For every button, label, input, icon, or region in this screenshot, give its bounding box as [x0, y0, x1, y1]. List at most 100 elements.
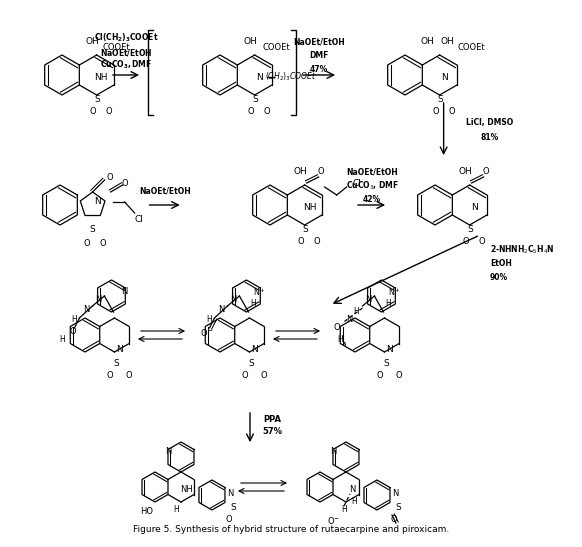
Text: N: N — [83, 306, 90, 315]
Text: Cl: Cl — [352, 178, 361, 188]
Text: H: H — [250, 300, 256, 309]
Text: 47%: 47% — [310, 66, 328, 74]
Text: N: N — [365, 295, 372, 305]
Text: N: N — [256, 73, 263, 82]
Text: O: O — [241, 371, 248, 381]
Text: S: S — [113, 359, 119, 369]
Text: N: N — [349, 485, 355, 493]
Text: PPA: PPA — [263, 416, 281, 424]
Text: NH: NH — [94, 73, 108, 82]
Text: O$^-$: O$^-$ — [200, 327, 215, 337]
Text: N: N — [251, 346, 258, 354]
Text: O: O — [317, 166, 324, 176]
Text: O: O — [89, 108, 96, 117]
Text: O: O — [376, 371, 383, 381]
Text: N: N — [121, 288, 127, 296]
Text: O: O — [297, 237, 304, 247]
Text: 2-NHNH$_2$C$_5$H$_4$N: 2-NHNH$_2$C$_5$H$_4$N — [490, 244, 555, 256]
Text: S: S — [303, 225, 308, 235]
Text: N: N — [165, 447, 171, 457]
Text: COOEt: COOEt — [263, 43, 290, 51]
Text: $\bf{NaOEt/EtOH}$: $\bf{NaOEt/EtOH}$ — [100, 46, 152, 57]
Text: O: O — [69, 328, 76, 336]
Text: Cl: Cl — [134, 214, 143, 224]
Text: N$^+$: N$^+$ — [253, 286, 265, 298]
Text: OH: OH — [421, 37, 435, 45]
Text: NaOEt/EtOH: NaOEt/EtOH — [293, 38, 345, 46]
Text: N: N — [392, 488, 398, 498]
Text: OH: OH — [441, 37, 455, 45]
Text: O: O — [106, 371, 113, 381]
Text: O: O — [432, 108, 439, 117]
Text: O: O — [247, 108, 254, 117]
Text: O: O — [313, 237, 320, 247]
Text: O: O — [263, 108, 270, 117]
Text: OH: OH — [86, 37, 100, 45]
Text: O: O — [333, 323, 340, 333]
Text: S: S — [95, 96, 101, 104]
Text: OH: OH — [244, 37, 257, 45]
Text: N: N — [94, 197, 101, 207]
Text: N: N — [227, 488, 233, 498]
Text: N: N — [386, 346, 393, 354]
Text: O: O — [100, 238, 106, 247]
Text: NH: NH — [303, 202, 317, 212]
Text: EtOH: EtOH — [490, 259, 512, 269]
Text: O: O — [482, 166, 489, 176]
Text: 42%: 42% — [363, 195, 381, 205]
Text: O: O — [121, 178, 128, 188]
Text: N: N — [441, 73, 448, 82]
Text: N: N — [95, 295, 102, 305]
Text: 90%: 90% — [490, 274, 508, 282]
Text: H: H — [351, 497, 357, 505]
Text: S: S — [395, 503, 401, 511]
Text: N: N — [230, 295, 237, 305]
Text: H: H — [338, 335, 343, 345]
Text: H: H — [354, 307, 359, 317]
Text: O: O — [448, 108, 455, 117]
Text: N: N — [218, 306, 225, 315]
Text: N: N — [116, 346, 123, 354]
Text: N: N — [471, 202, 478, 212]
Text: COOEt: COOEt — [103, 43, 130, 51]
Text: NH: NH — [180, 485, 193, 493]
Text: H: H — [341, 505, 347, 515]
Text: S: S — [230, 503, 236, 511]
Text: S: S — [468, 225, 474, 235]
Text: O: O — [391, 515, 398, 523]
Text: CuCO$_3$, DMF: CuCO$_3$, DMF — [346, 180, 399, 192]
Text: O: O — [105, 108, 112, 117]
Text: COOEt: COOEt — [458, 43, 485, 51]
Text: N: N — [330, 447, 336, 457]
Text: O: O — [125, 371, 132, 381]
Text: O: O — [83, 238, 90, 247]
Text: O: O — [478, 237, 485, 247]
Text: OH: OH — [294, 166, 307, 176]
Text: $\bf{CuCO_3, DMF}$: $\bf{CuCO_3, DMF}$ — [100, 59, 152, 71]
Text: LiCl, DMSO: LiCl, DMSO — [466, 118, 513, 126]
Text: N$^+$: N$^+$ — [388, 286, 400, 298]
Text: N: N — [346, 316, 353, 324]
Text: H: H — [207, 316, 212, 324]
Text: H: H — [72, 316, 77, 324]
Text: HO: HO — [140, 508, 154, 516]
Text: S: S — [253, 96, 258, 104]
Text: O: O — [395, 371, 402, 381]
Text: O: O — [226, 515, 232, 523]
Text: NaOEt/EtOH: NaOEt/EtOH — [139, 187, 190, 195]
Text: 57%: 57% — [262, 428, 282, 437]
Text: H: H — [59, 335, 65, 345]
Text: O: O — [107, 172, 113, 182]
Text: O: O — [462, 237, 469, 247]
Text: O: O — [260, 371, 267, 381]
Text: NaOEt/EtOH: NaOEt/EtOH — [346, 167, 398, 177]
Text: H: H — [173, 505, 179, 515]
Text: S: S — [249, 359, 254, 369]
Text: S: S — [438, 96, 443, 104]
Text: O$^{-}$: O$^{-}$ — [328, 515, 340, 526]
Text: H: H — [385, 300, 391, 309]
Text: $(CH_2)_3COOEt$: $(CH_2)_3COOEt$ — [265, 71, 317, 83]
Text: S: S — [90, 225, 95, 235]
Text: 81%: 81% — [481, 133, 499, 143]
Text: DMF: DMF — [309, 51, 329, 61]
